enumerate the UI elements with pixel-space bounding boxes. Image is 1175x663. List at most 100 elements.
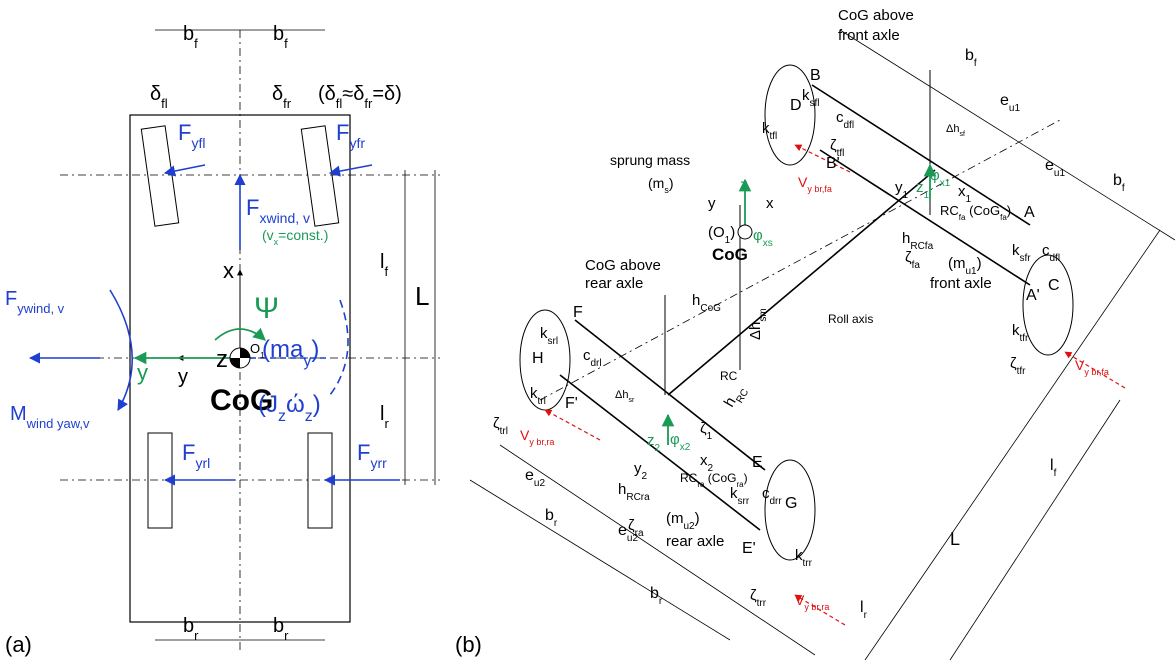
caption: (a) <box>5 632 32 657</box>
label: eu2 <box>618 522 638 544</box>
label: Vy br,ra <box>520 427 554 447</box>
label: Roll axis <box>828 312 873 326</box>
subscript: u1 <box>1009 103 1021 114</box>
label-text: (m <box>648 175 664 191</box>
subscript: 2 <box>642 471 648 482</box>
subscript: 1 <box>966 194 972 205</box>
label: Fxwind, v <box>246 195 310 226</box>
label: (vx=const.) <box>262 227 328 247</box>
label-text: b <box>545 507 554 524</box>
label-text: b <box>965 47 974 64</box>
label-text: ) <box>311 336 319 363</box>
label: F' <box>565 395 578 412</box>
label: δfr <box>272 83 292 111</box>
label: y2 <box>634 460 648 482</box>
label: ζtfr <box>1010 355 1026 377</box>
label: cdfl <box>836 109 854 131</box>
label-text: ) <box>695 510 700 527</box>
label: D <box>790 97 802 114</box>
label-text: y <box>708 195 716 212</box>
subscript: r <box>194 628 199 643</box>
subscript: yrl <box>195 455 210 471</box>
subscript: tfl <box>770 131 778 142</box>
label-text: l <box>380 403 384 425</box>
label: z <box>740 177 748 194</box>
label: E <box>752 454 763 471</box>
subscript: yfr <box>349 135 365 151</box>
subscript: y <box>303 353 311 370</box>
label: rear axle <box>666 533 724 550</box>
label-text: ζ <box>905 249 912 266</box>
label: bf <box>183 23 198 51</box>
label: br <box>650 585 663 607</box>
label: O1 <box>250 341 265 360</box>
label-text: x <box>958 183 966 200</box>
label-text: Δh <box>747 322 764 340</box>
label-text: k <box>802 87 810 104</box>
label-text: k <box>530 385 538 402</box>
label: CoG above <box>585 257 661 274</box>
label: bf <box>273 23 288 51</box>
label: lr <box>860 599 868 621</box>
label: φxs <box>753 227 773 249</box>
label-text: H <box>532 350 544 367</box>
label-text: b <box>1113 172 1122 189</box>
label: δfl <box>150 83 168 111</box>
label: (may) <box>262 336 319 370</box>
subscript: s <box>664 185 669 195</box>
label: Vy br,fa <box>798 174 832 194</box>
panel-a-shapes <box>28 29 440 650</box>
label-text: e <box>525 467 534 484</box>
label: ksfl <box>802 87 820 109</box>
label: ζfa <box>905 249 920 271</box>
label: cdrr <box>762 485 782 507</box>
label: (δfl≈δfr=δ) <box>318 83 402 111</box>
label-text: y <box>178 366 188 388</box>
subscript: y br,fa <box>807 184 832 194</box>
label: Fyrr <box>357 440 387 471</box>
label-text: L <box>415 281 429 311</box>
subscript: u2 <box>684 521 696 532</box>
label-text: z <box>740 177 748 194</box>
label-text: (δ <box>318 83 336 105</box>
subscript: fl <box>336 96 343 111</box>
label: E' <box>742 540 756 557</box>
label: cdrl <box>583 347 602 369</box>
label-text: b <box>183 23 194 45</box>
label-text: b <box>273 615 284 637</box>
label-text: V <box>520 427 530 443</box>
label-text: (CoG <box>704 471 736 485</box>
subscript: dfl <box>1050 253 1061 264</box>
subscript: tfr <box>1020 333 1030 344</box>
subscript: ywind, v <box>17 301 64 316</box>
subscript: f <box>284 36 288 51</box>
subscript: fr <box>283 96 292 111</box>
subscript: u2 <box>534 478 546 489</box>
subscript: 2 <box>655 443 661 454</box>
label-text: l <box>1050 457 1054 474</box>
label-text: CoG above <box>585 257 661 274</box>
label: (mu2) <box>666 510 700 532</box>
subscript: z <box>305 408 313 425</box>
label-text: k <box>1012 322 1020 339</box>
subscript: f <box>1122 183 1125 194</box>
label: C <box>1048 277 1060 294</box>
label-text: φ <box>930 167 940 184</box>
label: eu1 <box>1000 92 1020 114</box>
label-text: E <box>752 454 763 471</box>
label-text: CoG <box>712 245 748 264</box>
subscript: trl <box>500 426 508 437</box>
label-text: (CoG <box>965 203 1000 218</box>
label-text: φ <box>753 227 763 244</box>
label: Δhsm <box>747 308 769 340</box>
label-text: F <box>178 120 191 145</box>
subscript: 1 <box>260 351 265 360</box>
label-text: ζ <box>750 587 757 604</box>
label-text: x <box>223 258 234 283</box>
subscript: fa <box>912 260 921 271</box>
label: z1 <box>916 179 930 201</box>
subscript: tfl <box>837 148 845 159</box>
panel-b-shapes <box>469 29 1175 661</box>
